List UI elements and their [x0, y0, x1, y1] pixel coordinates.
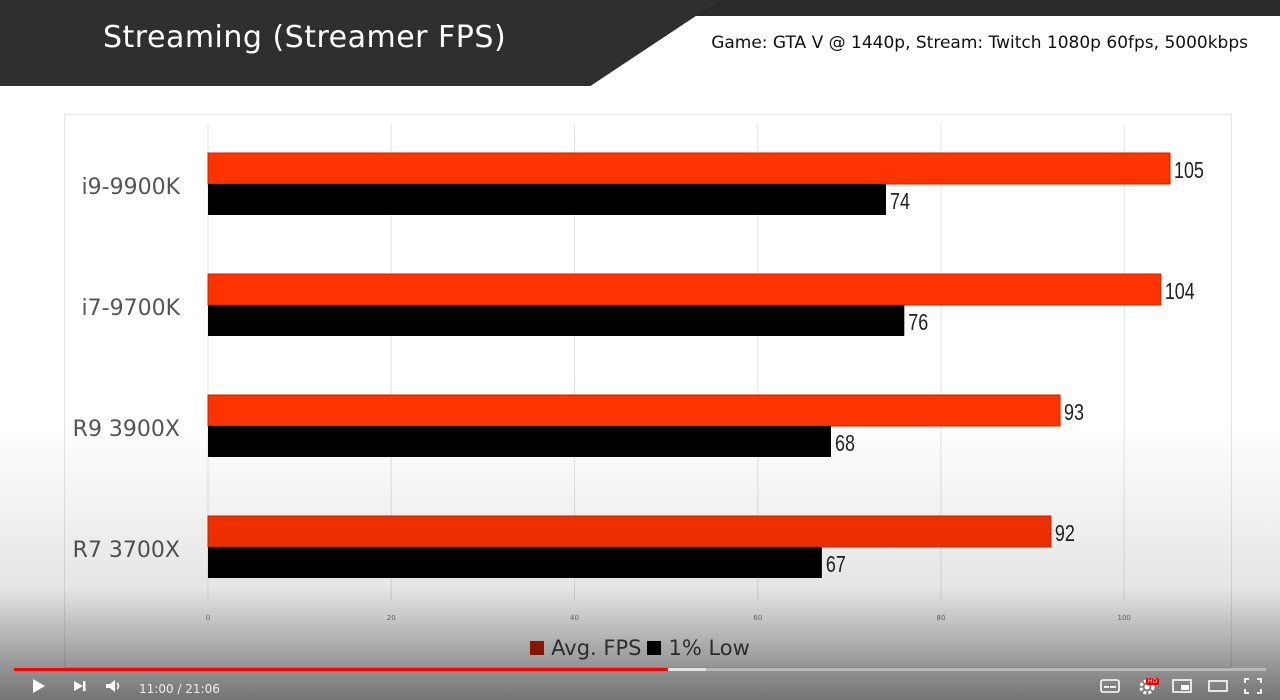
progress-played: [14, 668, 668, 671]
category-label: R7 3700X: [73, 538, 180, 563]
video-player-controls: 11:00 / 21:06 HD: [0, 664, 1280, 700]
bar-chart: 0 20 40 60 80 100 i9-9900K 105 74 i7-9700K 104 76 R9…: [73, 124, 1204, 622]
category-label: i9-9900K: [82, 175, 181, 200]
category-label: i7-9700K: [82, 296, 181, 321]
x-tick-label: 0: [206, 614, 210, 622]
header: Streaming (Streamer FPS) Game: GTA V @ 1…: [0, 0, 1280, 86]
bar-1pct-low: [208, 305, 905, 336]
volume-icon[interactable]: [105, 678, 123, 698]
bar-1pct-low: [208, 426, 832, 457]
data-label: 74: [890, 189, 910, 215]
data-label: 105: [1174, 158, 1204, 184]
legend-label: 1% Low: [668, 636, 750, 660]
legend-item: Avg. FPS: [530, 636, 641, 660]
x-tick-label: 100: [1118, 614, 1131, 622]
x-tick-label: 20: [387, 614, 396, 622]
data-label: 104: [1165, 279, 1195, 305]
chart-subtitle: Game: GTA V @ 1440p, Stream: Twitch 1080…: [711, 33, 1248, 53]
subtitles-icon[interactable]: [1100, 678, 1120, 698]
data-label: 93: [1064, 400, 1084, 426]
bar-1pct-low: [208, 547, 822, 578]
play-icon[interactable]: [30, 678, 46, 698]
fullscreen-icon[interactable]: [1244, 678, 1262, 698]
miniplayer-icon[interactable]: [1172, 678, 1192, 698]
data-label: 67: [826, 552, 846, 578]
data-label: 76: [908, 310, 928, 336]
legend-item: 1% Low: [647, 636, 750, 660]
bar-1pct-low: [208, 184, 886, 215]
hd-badge: HD: [1146, 678, 1160, 685]
x-tick-label: 40: [570, 614, 579, 622]
x-tick-label: 60: [753, 614, 762, 622]
time-display: 11:00 / 21:06: [139, 682, 220, 696]
progress-bar[interactable]: [14, 668, 1266, 671]
bar-avg-fps: [207, 273, 1162, 306]
data-label: 92: [1055, 521, 1075, 547]
x-tick-label: 80: [936, 614, 945, 622]
title-panel: [0, 0, 720, 86]
bar-avg-fps: [207, 152, 1171, 185]
legend-label: Avg. FPS: [551, 636, 642, 660]
legend: Avg. FPS 1% Low: [0, 636, 1280, 660]
legend-swatch: [647, 641, 662, 655]
next-icon[interactable]: [72, 678, 88, 698]
category-label: R9 3900X: [73, 417, 180, 442]
bar-avg-fps: [207, 515, 1052, 548]
bar-avg-fps: [207, 394, 1061, 427]
legend-swatch: [530, 641, 545, 655]
chart-title: Streaming (Streamer FPS): [103, 20, 507, 55]
theater-icon[interactable]: [1208, 678, 1228, 698]
data-label: 68: [835, 431, 855, 457]
